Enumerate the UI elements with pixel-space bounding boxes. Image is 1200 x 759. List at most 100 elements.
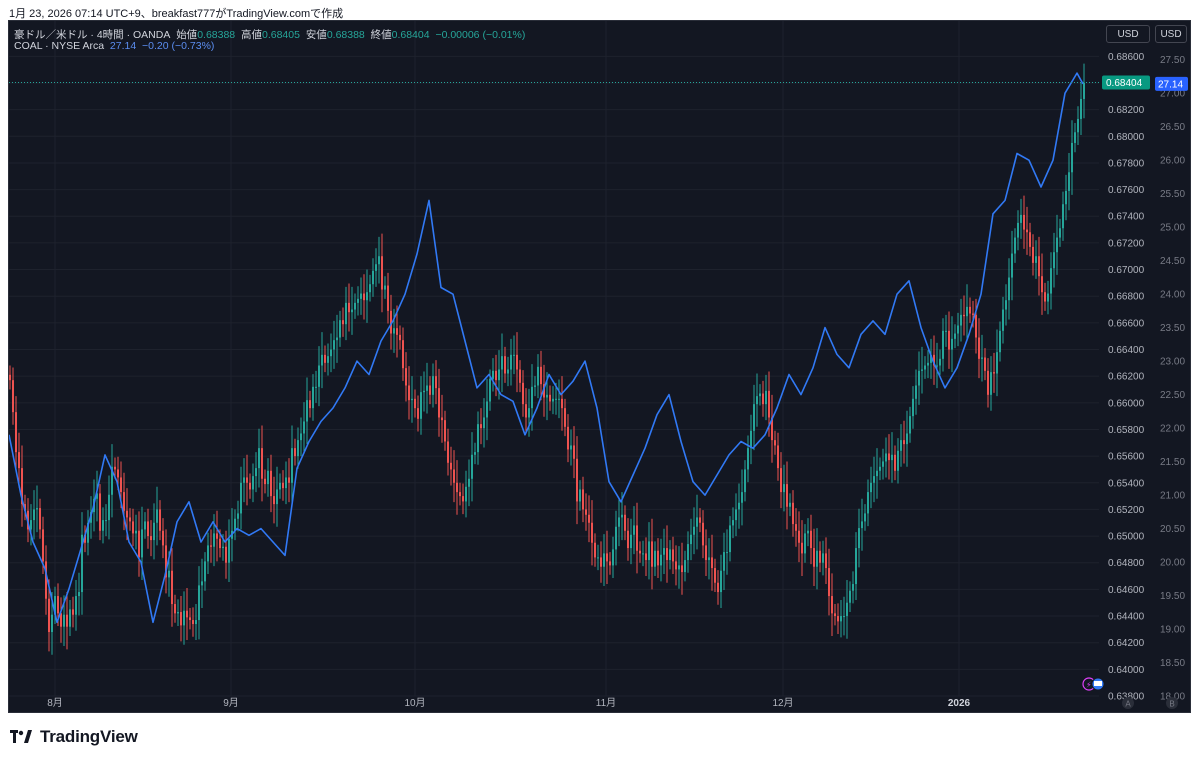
close-label: 終値: [370, 29, 392, 41]
candle-body: [1071, 142, 1073, 173]
time-tick-label: 12月: [772, 697, 793, 709]
candle-body: [351, 309, 353, 313]
candle-body: [9, 374, 11, 381]
candle-body: [549, 394, 551, 402]
candle-body: [504, 356, 506, 374]
candle-body: [225, 546, 227, 563]
candle-body: [1083, 82, 1085, 99]
right-currency-button[interactable]: USD: [1155, 25, 1187, 43]
left-currency-button[interactable]: USD: [1106, 25, 1150, 43]
candle-body: [183, 610, 185, 626]
candle-body: [915, 385, 917, 399]
candle-body: [705, 545, 707, 561]
candle-body: [495, 370, 497, 381]
coal-last-label: 27.14: [1158, 79, 1183, 90]
candle-body: [159, 509, 161, 531]
candle-body: [378, 256, 380, 265]
candle-body: [162, 530, 164, 546]
candle-body: [63, 614, 65, 627]
chart-frame[interactable]: 0.686000.684000.682000.680000.678000.676…: [8, 20, 1191, 713]
candle-body: [642, 553, 644, 555]
candle-body: [444, 420, 446, 442]
last-price-label: 0.68404: [1106, 78, 1143, 89]
candle-body: [828, 568, 830, 597]
candle-body: [762, 393, 764, 405]
event-flags-icon[interactable]: ⚡: [1082, 677, 1105, 691]
main-symbol: 豪ドル／米ドル · 4時間 · OANDA: [14, 29, 171, 41]
candle-body: [360, 293, 362, 299]
candle-body: [576, 458, 578, 502]
candle-body: [507, 369, 509, 374]
candle-body: [1038, 256, 1040, 277]
candle-body: [756, 396, 758, 405]
coal-tick-label: 27.00: [1160, 89, 1185, 100]
candle-body: [426, 385, 428, 391]
candle-body: [1041, 276, 1043, 293]
scale-b-button[interactable]: [1166, 697, 1178, 709]
candle-body: [1077, 118, 1079, 133]
candle-body: [810, 530, 812, 549]
candle-body: [990, 372, 992, 395]
candle-body: [288, 477, 290, 483]
coal-tick-label: 26.50: [1160, 122, 1185, 133]
last-price-badge: [1102, 75, 1150, 90]
candle-body: [573, 445, 575, 459]
candle-body: [930, 354, 932, 363]
candle-body: [408, 385, 410, 401]
candle-body: [342, 320, 344, 325]
change-value: −0.00006 (−0.01%): [435, 29, 526, 41]
scale-a-button[interactable]: [1122, 697, 1134, 709]
tradingview-logo-icon: [10, 730, 32, 743]
coal-last-badge: [1155, 76, 1188, 91]
candle-body: [693, 526, 695, 535]
candle-body: [726, 552, 728, 554]
candle-body: [585, 509, 587, 515]
candle-body: [99, 493, 101, 531]
scale-a-label: A: [1125, 700, 1131, 709]
candle-body: [24, 504, 26, 511]
candle-body: [192, 620, 194, 625]
candle-body: [447, 441, 449, 463]
candle-body: [297, 440, 299, 457]
candle-body: [249, 482, 251, 490]
candle-body: [69, 609, 71, 627]
candle-body: [849, 590, 851, 603]
candle-body: [270, 470, 272, 497]
candle-body: [630, 534, 632, 549]
candle-body: [420, 392, 422, 419]
candle-body: [165, 545, 167, 578]
candle-body: [717, 582, 719, 593]
candle-body: [294, 448, 296, 457]
candle-body: [213, 533, 215, 547]
candle-body: [120, 477, 122, 493]
candle-body: [264, 478, 266, 485]
candle-body: [558, 398, 560, 400]
candle-body: [570, 445, 572, 450]
candle-body: [594, 542, 596, 558]
svg-text:⚡: ⚡: [1086, 681, 1092, 690]
candle-body: [438, 388, 440, 418]
candle-body: [309, 400, 311, 409]
candle-body: [411, 398, 413, 401]
price-tick-label: 0.66800: [1108, 292, 1145, 303]
candle-body: [393, 328, 395, 334]
compare-series-legend[interactable]: COAL · NYSE Arca 27.14 −0.20 (−0.73%): [14, 40, 214, 52]
candle-body: [1068, 172, 1070, 191]
candle-body: [498, 369, 500, 381]
candle-body: [531, 386, 533, 409]
candle-body: [924, 365, 926, 370]
candle-body: [789, 502, 791, 507]
candle-body: [711, 557, 713, 569]
candle-body: [1047, 293, 1049, 302]
chart-canvas[interactable]: 0.686000.684000.682000.680000.678000.676…: [9, 21, 1190, 712]
candle-body: [96, 493, 98, 499]
candle-body: [759, 393, 761, 397]
candle-body: [645, 553, 647, 561]
candle-body: [978, 337, 980, 359]
candle-body: [429, 385, 431, 395]
candle-body: [897, 450, 899, 471]
main-series-legend[interactable]: 豪ドル／米ドル · 4時間 · OANDA 始値0.68388 高値0.6840…: [14, 27, 525, 42]
candle-body: [450, 462, 452, 470]
candle-body: [156, 509, 158, 523]
candle-body: [858, 528, 860, 549]
